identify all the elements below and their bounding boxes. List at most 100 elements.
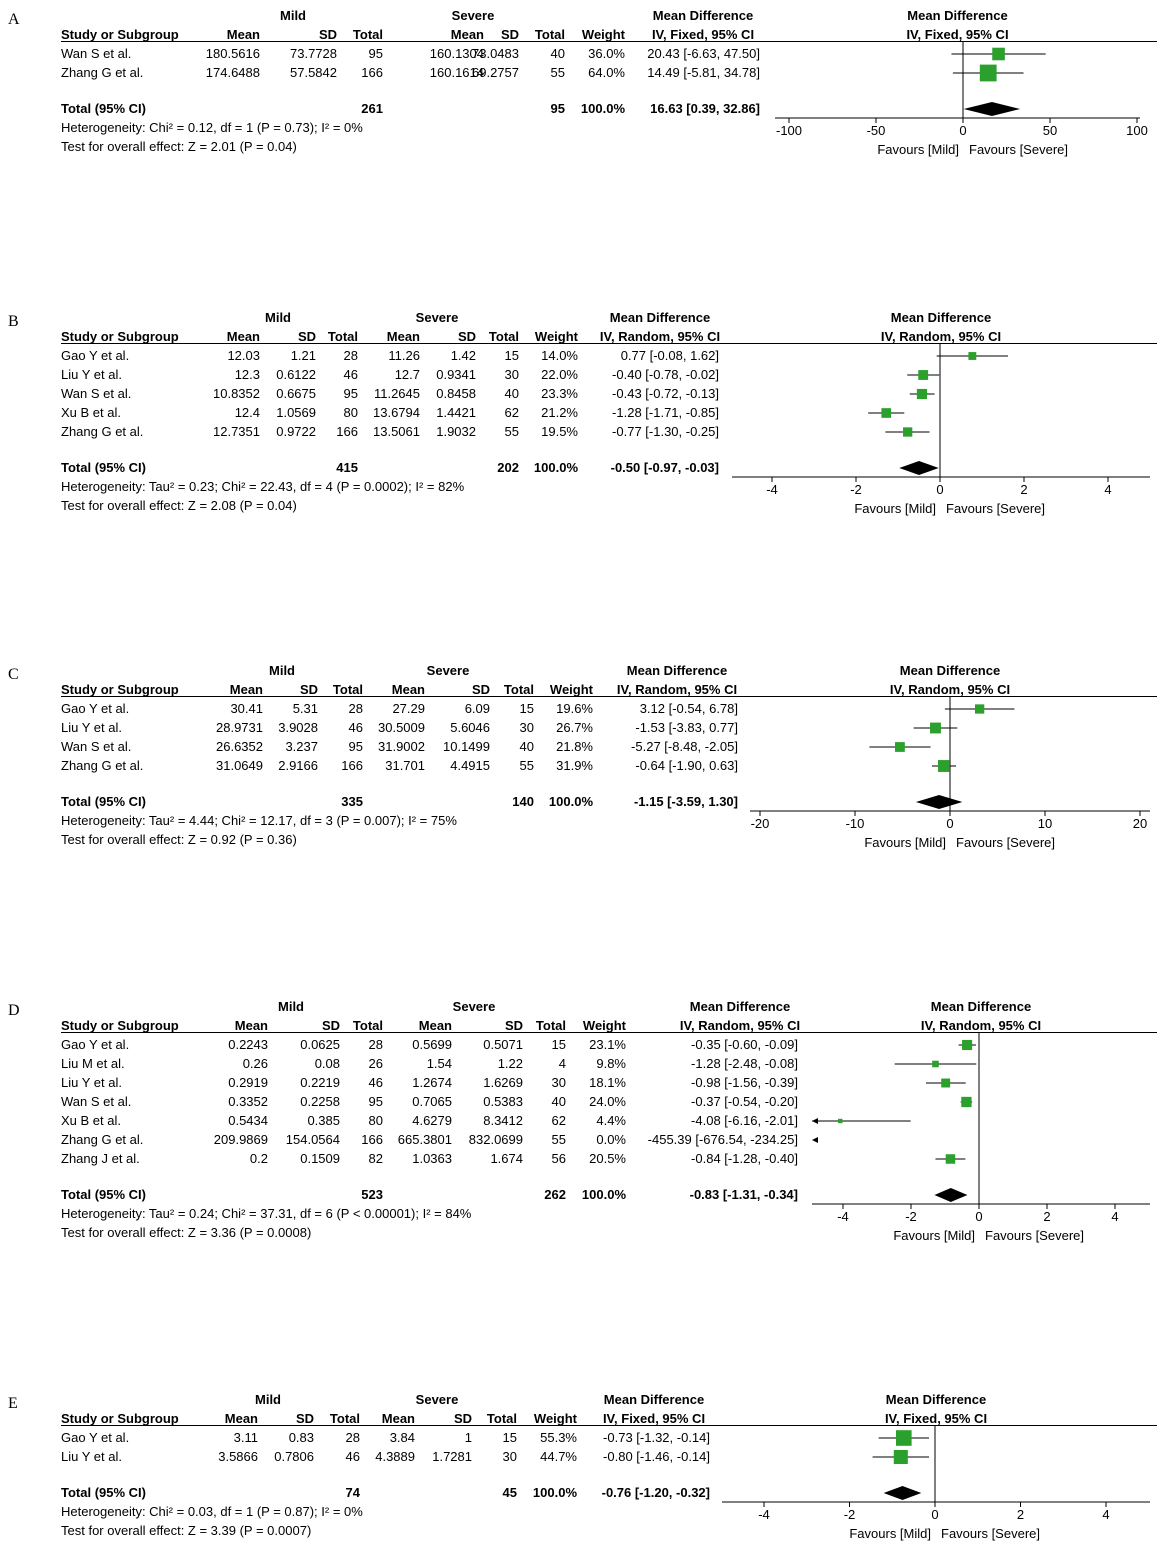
study-total1: 95 [343, 386, 358, 401]
study-total1: 46 [345, 1449, 360, 1464]
study-total1: 95 [368, 1094, 383, 1109]
col-total1: Total [329, 1411, 360, 1426]
study-marker-1 [958, 1039, 976, 1051]
study-total1: 80 [343, 405, 358, 420]
col-md-method: IV, Fixed, 95% CI [602, 1411, 706, 1426]
point-estimate [918, 370, 929, 380]
col-total2: Total [534, 27, 565, 42]
study-total2: 40 [504, 386, 519, 401]
panel-letter: A [8, 11, 20, 28]
study-marker-3 [925, 1078, 966, 1088]
col-study: Study or Subgroup [61, 1411, 179, 1426]
overall-effect: Test for overall effect: Z = 3.36 (P = 0… [61, 1225, 312, 1240]
total2: 140 [512, 794, 534, 809]
col-mean2: Mean [386, 329, 420, 344]
study-mean1: 0.2243 [228, 1037, 268, 1052]
header-rule [61, 41, 1157, 42]
x-tick-label: -4 [766, 482, 778, 497]
col-mean2: Mean [381, 1411, 415, 1426]
study-weight: 26.7% [556, 720, 593, 735]
study-mean2: 4.6279 [412, 1113, 452, 1128]
study-ci: 14.49 [-5.81, 34.78] [647, 65, 760, 80]
study-total1: 80 [368, 1113, 383, 1128]
x-tick-label: -2 [850, 482, 862, 497]
group1-label: Mild [265, 310, 291, 325]
col-mean1: Mean [224, 1411, 258, 1426]
study-sd1: 2.9166 [278, 758, 318, 773]
col-md-method: IV, Random, 95% CI [599, 329, 721, 344]
group2-label: Severe [415, 310, 459, 325]
study-total2: 30 [519, 720, 534, 735]
point-estimate [838, 1118, 843, 1124]
study-name: Liu Y et al. [61, 720, 122, 735]
pooled-diamond [915, 795, 963, 809]
pooled-diamond [899, 461, 939, 475]
x-tick-label: 100 [1126, 123, 1148, 138]
study-name: Wan S et al. [61, 739, 132, 754]
x-tick-label: 4 [1111, 1209, 1118, 1224]
study-total1: 166 [361, 65, 383, 80]
study-weight: 9.8% [596, 1056, 626, 1071]
study-ci: 20.43 [-6.63, 47.50] [647, 46, 760, 61]
study-total2: 30 [504, 367, 519, 382]
study-mean2: 11.26 [388, 348, 420, 363]
point-estimate [937, 760, 950, 772]
study-mean1: 12.03 [227, 348, 260, 363]
study-sd2: 1.9032 [436, 424, 476, 439]
study-sd1: 0.0625 [300, 1037, 340, 1052]
col-mean1: Mean [226, 329, 260, 344]
study-weight: 64.0% [588, 65, 625, 80]
total-ci: -1.15 [-3.59, 1.30] [633, 794, 738, 809]
study-total2: 4 [558, 1056, 566, 1071]
col-study: Study or Subgroup [61, 1018, 179, 1033]
heterogeneity: Heterogeneity: Tau² = 0.24; Chi² = 37.31… [61, 1206, 472, 1221]
favours-left: Favours [Mild] [877, 142, 959, 157]
study-mean1: 28.9731 [216, 720, 263, 735]
total-weight: 100.0% [532, 1485, 577, 1500]
total-weight: 100.0% [548, 794, 593, 809]
study-total2: 30 [502, 1449, 517, 1464]
point-estimate [893, 1449, 908, 1465]
study-marker-2 [907, 370, 940, 380]
col-weight: Weight [582, 1018, 626, 1033]
col-weight: Weight [549, 682, 593, 697]
study-sd1: 0.2219 [300, 1075, 340, 1090]
study-mean1: 0.2919 [228, 1075, 268, 1090]
study-name: Xu B et al. [61, 1113, 121, 1128]
study-name: Wan S et al. [61, 386, 132, 401]
col-total2: Total [535, 1018, 566, 1033]
study-total2: 62 [504, 405, 519, 420]
x-tick-label: 0 [975, 1209, 982, 1224]
group1-label: Mild [269, 663, 295, 678]
point-estimate [961, 1096, 972, 1108]
study-weight: 21.2% [541, 405, 578, 420]
total1: 415 [336, 460, 358, 475]
favours-right: Favours [Severe] [969, 142, 1068, 157]
study-name: Liu Y et al. [61, 1449, 122, 1464]
study-sd1: 3.9028 [278, 720, 318, 735]
col-sd2: SD [500, 27, 519, 42]
pooled-diamond [934, 1188, 968, 1202]
total2: 202 [497, 460, 519, 475]
x-tick-label: -100 [776, 123, 802, 138]
study-total2: 55 [551, 1132, 566, 1147]
heterogeneity: Heterogeneity: Tau² = 0.23; Chi² = 22.43… [61, 479, 465, 494]
col-mean1: Mean [229, 682, 263, 697]
study-marker-2 [952, 64, 1024, 82]
study-ci: -1.53 [-3.83, 0.77] [635, 720, 738, 735]
study-sd1: 0.6675 [276, 386, 316, 401]
study-sd2: 0.9341 [436, 367, 476, 382]
study-total1: 166 [341, 758, 363, 773]
study-sd2: 0.5383 [483, 1094, 523, 1109]
study-mean1: 26.6352 [216, 739, 263, 754]
study-mean2: 31.701 [385, 758, 425, 773]
study-mean2: 160.1614 [429, 65, 484, 80]
x-tick-label: 0 [959, 123, 966, 138]
study-marker-6 [812, 1137, 818, 1143]
pooled-diamond [883, 1486, 922, 1500]
md-header: Mean Difference [626, 663, 728, 678]
study-mean2: 31.9002 [378, 739, 425, 754]
col-sd2: SD [504, 1018, 523, 1033]
study-ci: -0.35 [-0.60, -0.09] [691, 1037, 798, 1052]
study-sd2: 1.42 [450, 348, 476, 363]
